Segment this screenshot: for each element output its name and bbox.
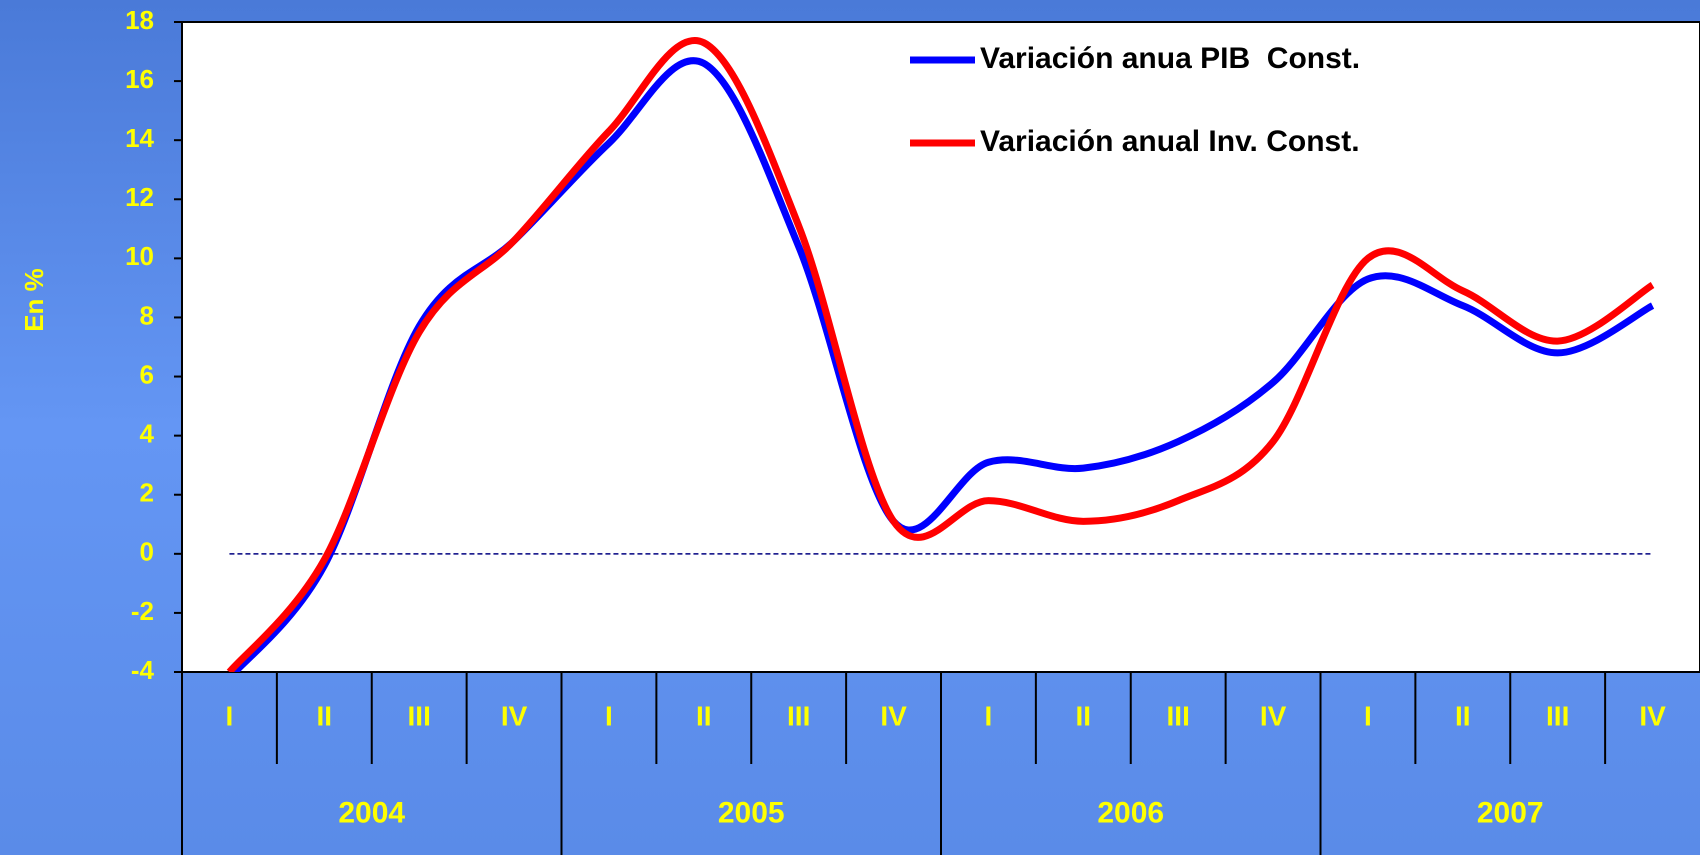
x-tick-label: III [1167,700,1190,731]
year-label: 2007 [1477,796,1544,829]
x-tick-label: I [226,700,234,731]
y-tick-label: 14 [125,123,154,153]
series-line [226,37,1655,672]
y-tick-label: 12 [125,182,154,212]
x-tick-label: III [1546,700,1569,731]
legend-label: Variación anua PIB Const. [980,42,1360,75]
x-tick-label: III [787,700,810,731]
y-tick-label: 4 [140,419,155,449]
y-tick-label: -4 [131,655,155,685]
x-tick-label: II [1455,700,1471,731]
x-tick-label: II [1076,700,1092,731]
year-label: 2004 [338,796,405,829]
y-tick-label: -2 [131,596,154,626]
x-tick-label: IV [1639,700,1666,731]
plot-area [181,21,1700,673]
y-tick-label: 8 [140,300,154,330]
lines [226,37,1655,672]
y-tick-label: 6 [140,359,154,389]
x-tick-label: IV [501,700,528,731]
x-tick-label: I [985,700,993,731]
x-tick-label: I [605,700,613,731]
x-tick-label: I [1364,700,1372,731]
y-tick-label: 0 [140,537,154,567]
y-tick-label: 10 [125,241,154,271]
y-tick-label: 16 [125,64,154,94]
y-axis-label: En % [19,268,49,332]
year-label: 2006 [1097,796,1164,829]
x-tick-label: II [317,700,333,731]
x-tick-label: II [696,700,712,731]
y-tick-label: 18 [125,5,154,35]
x-tick-label: III [408,700,431,731]
year-label: 2005 [718,796,785,829]
y-tick-label: 2 [140,478,154,508]
x-tick-label: IV [880,700,907,731]
x-tick-label: IV [1260,700,1287,731]
legend-label: Variación anual Inv. Const. [980,125,1360,158]
